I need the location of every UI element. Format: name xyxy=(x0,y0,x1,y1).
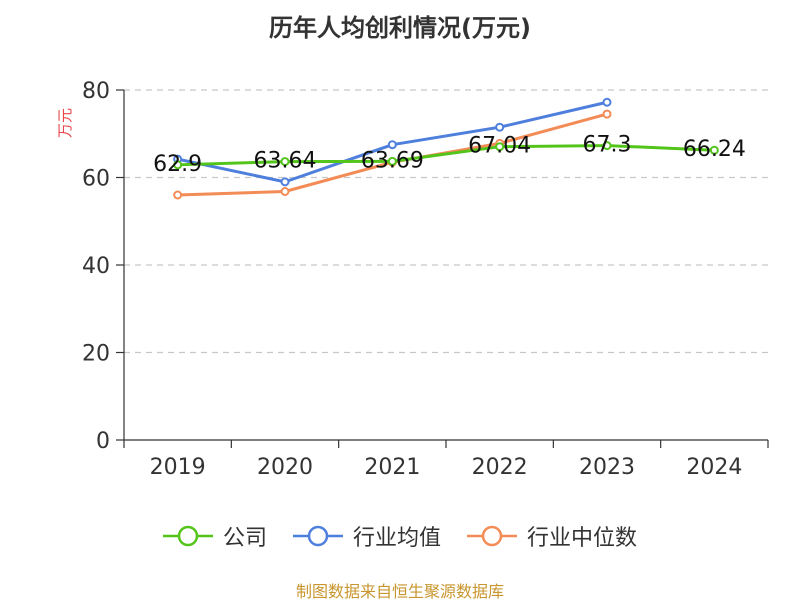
legend-marker-icon xyxy=(467,525,517,547)
data-label: 67.04 xyxy=(468,134,531,159)
data-point xyxy=(280,187,290,196)
y-tick-label: 40 xyxy=(82,254,110,279)
data-point xyxy=(387,140,397,150)
data-point xyxy=(387,156,397,166)
y-tick-label: 60 xyxy=(82,167,110,192)
y-tick-label: 0 xyxy=(96,429,110,454)
legend-label: 行业均值 xyxy=(352,526,441,551)
legend-label: 公司 xyxy=(222,526,267,551)
label-layer: 62.9 63.64 63.69 67.04 67.3 66.24 xyxy=(153,133,746,177)
legend: 公司 行业均值 行业中位数 xyxy=(0,520,800,552)
legend-label: 行业中位数 xyxy=(527,526,638,551)
legend-item[interactable]: 行业均值 xyxy=(292,520,441,552)
data-label: 62.9 xyxy=(153,152,202,177)
data-point xyxy=(602,97,612,107)
data-point xyxy=(280,157,290,167)
x-tick-label: 2023 xyxy=(579,455,635,480)
legend-marker-icon xyxy=(162,525,213,547)
axis-layer: 0 20 40 60 80 2019 2020 2021 2022 2023 2024 xyxy=(82,79,769,480)
data-label: 63.64 xyxy=(254,149,317,174)
data-point xyxy=(173,160,183,170)
data-point xyxy=(602,141,612,151)
y-tick-label: 80 xyxy=(82,79,110,104)
data-label: 63.69 xyxy=(361,148,424,173)
x-tick-label: 2021 xyxy=(364,455,420,480)
data-point xyxy=(602,109,612,119)
x-tick-label: 2024 xyxy=(686,455,742,480)
x-tick-label: 2019 xyxy=(150,455,206,480)
source-footer: 制图数据来自恒生聚源数据库 xyxy=(295,582,504,601)
series-line xyxy=(177,144,715,167)
data-point xyxy=(709,145,719,155)
x-tick-label: 2022 xyxy=(472,455,528,480)
x-tick-label: 2020 xyxy=(257,455,313,480)
legend-marker-icon xyxy=(292,525,343,547)
grid-layer xyxy=(124,89,768,354)
legend-item[interactable]: 公司 xyxy=(162,520,267,552)
legend-item[interactable]: 行业中位数 xyxy=(467,520,637,552)
data-label: 66.24 xyxy=(683,137,746,162)
data-point xyxy=(495,142,505,152)
series-layer xyxy=(173,97,719,200)
data-point xyxy=(173,190,183,200)
y-axis-label: 万元 xyxy=(56,108,74,138)
data-label: 67.3 xyxy=(583,133,632,158)
data-point xyxy=(495,122,505,132)
data-point xyxy=(280,177,290,187)
y-tick-label: 20 xyxy=(82,342,110,367)
chart-title: 历年人均创利情况(万元) xyxy=(269,14,531,42)
